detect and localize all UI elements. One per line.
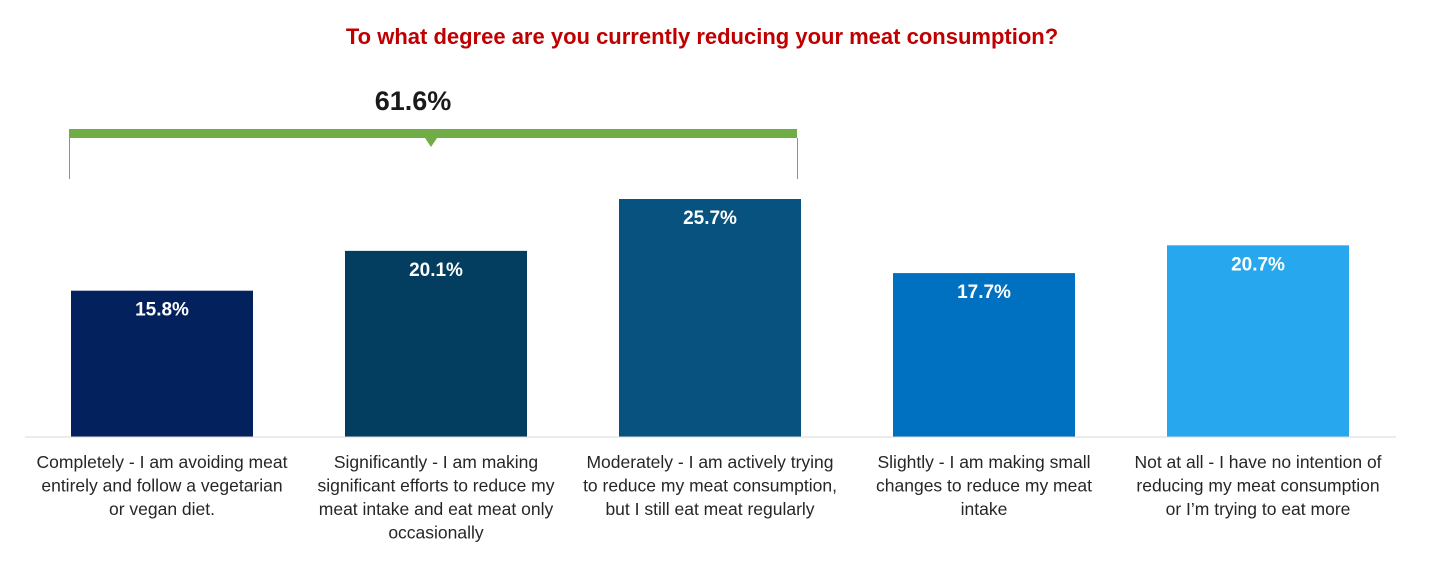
category-label-line: but I still eat meat regularly <box>605 499 814 519</box>
bar-5 <box>1167 245 1349 437</box>
category-label-line: entirely and follow a vegetarian <box>41 476 282 496</box>
bar-4 <box>893 273 1075 437</box>
category-label-5: Not at all - I have no intention of reduc… <box>1134 452 1381 519</box>
bar-value-label-4: 17.7% <box>957 282 1011 303</box>
chart-title: To what degree are you currently reducin… <box>346 24 1058 49</box>
category-label-line: Slightly - I am making small <box>878 452 1091 472</box>
category-label-line: or vegan diet. <box>109 499 215 519</box>
category-label-line: to reduce my meat consumption, <box>583 476 837 496</box>
category-label-line: meat intake and eat meat only <box>319 499 554 519</box>
bracket-total-label: 61.6% <box>375 86 452 116</box>
bar-2 <box>345 250 527 437</box>
bracket-pointer <box>425 138 437 147</box>
category-label-line: or I’m trying to eat more <box>1166 499 1351 519</box>
category-label-4: Slightly - I am making small changes to r… <box>876 452 1092 519</box>
category-label-line: occasionally <box>388 523 484 543</box>
category-label-line: changes to reduce my meat <box>876 476 1092 496</box>
category-label-line: reducing my meat consumption <box>1136 476 1379 496</box>
category-label-line: Completely - I am avoiding meat <box>37 452 288 472</box>
bar-value-label-1: 15.8% <box>135 300 189 321</box>
bar-1 <box>71 290 253 437</box>
bar-value-label-5: 20.7% <box>1231 254 1285 275</box>
category-labels: Completely - I am avoiding meat entirely … <box>37 452 1382 543</box>
category-label-line: significant efforts to reduce my <box>317 476 554 496</box>
category-label-line: Not at all - I have no intention of <box>1134 452 1381 472</box>
category-label-1: Completely - I am avoiding meat entirely … <box>37 452 288 519</box>
bracket-bar <box>69 129 797 138</box>
bars: 15.8% 20.1% 25.7% 17.7% 20.7% <box>71 199 1349 437</box>
category-label-2: Significantly - I am making significant e… <box>317 452 554 543</box>
bar-3 <box>619 199 801 437</box>
bar-value-label-3: 25.7% <box>683 208 737 229</box>
bar-value-label-2: 20.1% <box>409 260 463 281</box>
bracket-annotation: 61.6% <box>69 86 798 179</box>
category-label-3: Moderately - I am actively trying to redu… <box>583 452 837 519</box>
category-label-line: Moderately - I am actively trying <box>586 452 833 472</box>
category-label-line: Significantly - I am making <box>334 452 538 472</box>
category-label-line: intake <box>961 499 1008 519</box>
